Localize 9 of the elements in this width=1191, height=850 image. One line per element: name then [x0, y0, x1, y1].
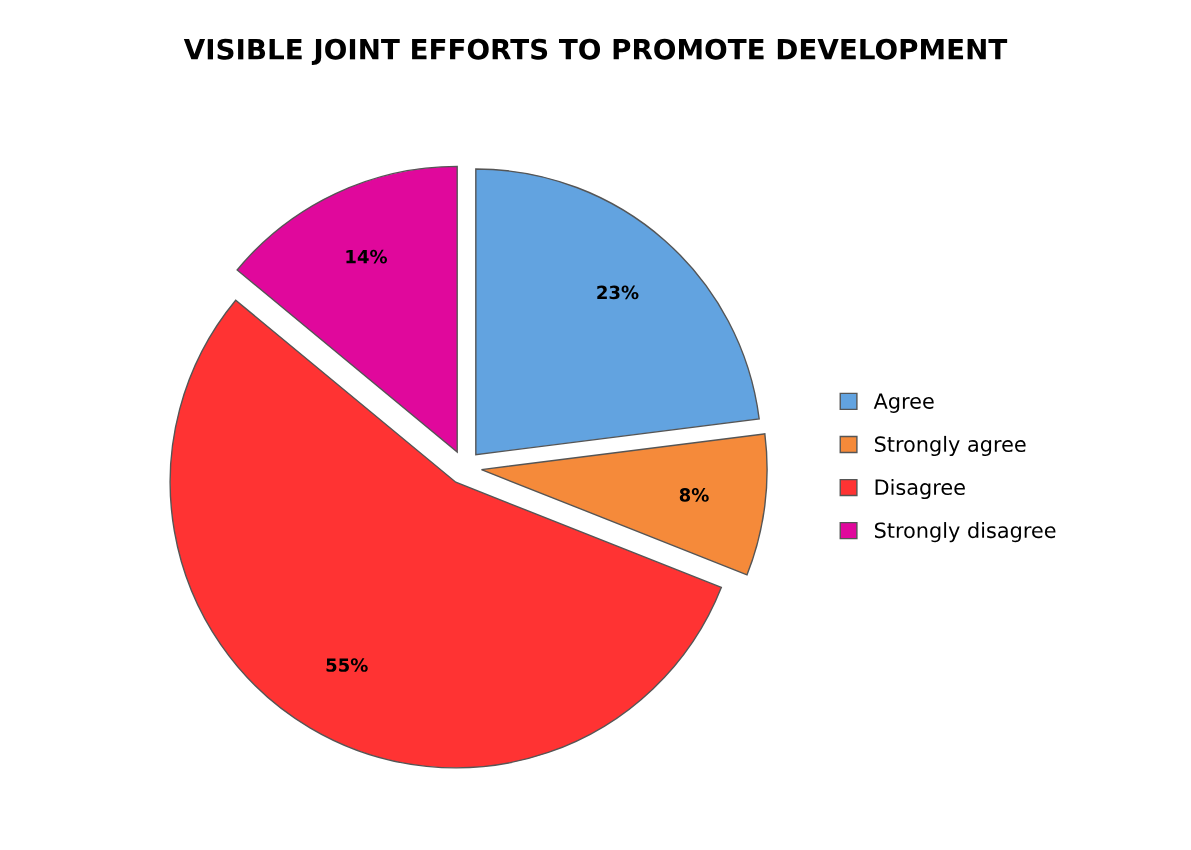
data-label: 23% [597, 285, 639, 300]
data-label: 14% [346, 249, 388, 264]
legend-label: Strongly agree [874, 435, 1026, 457]
legend-label: Disagree [875, 478, 965, 500]
chart-title: VISIBLE JOINT EFFORTS TO PROMOTE DEVELOPMENT [183, 38, 1008, 65]
legend-label: Agree [873, 393, 934, 413]
legend-label: Strongly disagree [874, 522, 1056, 543]
data-label: 55% [326, 658, 368, 672]
data-label: 8% [679, 488, 709, 502]
